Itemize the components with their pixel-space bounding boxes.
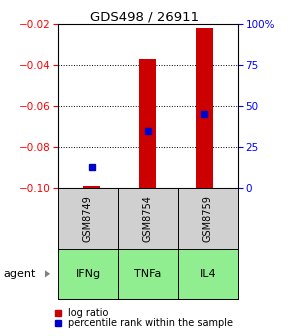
Text: GSM8754: GSM8754 [143,195,153,242]
Bar [83,186,100,188]
Text: log ratio: log ratio [68,308,108,318]
Text: GDS498 / 26911: GDS498 / 26911 [90,10,200,23]
Text: percentile rank within the sample: percentile rank within the sample [68,318,233,328]
Polygon shape [45,270,50,278]
Text: IL4: IL4 [200,269,216,279]
Bar [139,58,156,188]
Text: GSM8759: GSM8759 [203,195,213,242]
Text: TNFa: TNFa [134,269,162,279]
Text: IFNg: IFNg [75,269,101,279]
Bar [196,28,213,188]
Text: agent: agent [3,269,35,279]
Text: GSM8749: GSM8749 [83,195,93,242]
